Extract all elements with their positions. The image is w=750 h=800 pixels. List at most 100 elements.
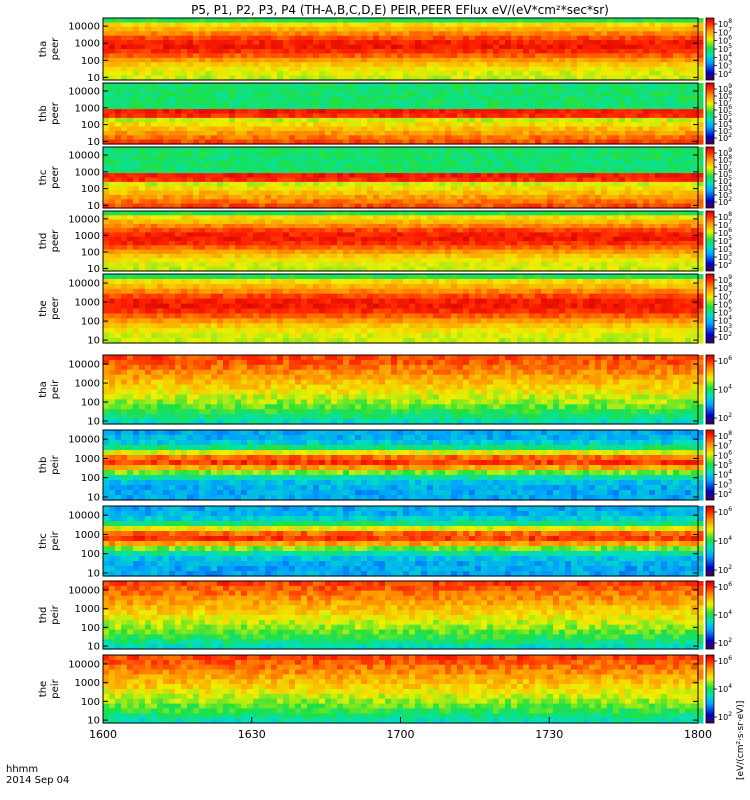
colorbar-tick-label: 108 <box>718 154 732 165</box>
panel-thb-peir: 10 100 1000 10000 thb peir 1081071061051041031… <box>38 429 732 504</box>
x-tick-label: 1630 <box>238 728 266 741</box>
panel-label-species: peer <box>50 296 61 320</box>
colorbar <box>705 505 715 577</box>
x-tick-label: 1700 <box>387 728 415 741</box>
panel-label-species: peir <box>50 530 61 550</box>
y-tick-label: 10 <box>87 716 100 727</box>
y-tick-label: 10 <box>87 336 100 347</box>
y-tick-label: 10000 <box>68 360 100 371</box>
colorbar-tick-label: 103 <box>718 60 732 71</box>
colorbar-tick-label: 102 <box>718 711 732 722</box>
colorbar-tick-label: 105 <box>718 43 732 54</box>
panel-label-species: peer <box>50 165 61 189</box>
colorbar-tick-label: 106 <box>718 449 732 460</box>
y-tick-label: 10000 <box>68 435 100 446</box>
colorbar-tick-label: 103 <box>718 125 732 136</box>
colorbar-tick-label: 102 <box>718 488 732 499</box>
colorbar-tick-label: 102 <box>718 68 732 79</box>
plot-frame <box>102 505 699 577</box>
colorbar-tick-label: 108 <box>718 18 732 29</box>
colorbar <box>705 273 715 344</box>
panel-label-probe: tha <box>38 41 49 57</box>
colorbar-tick-label: 103 <box>718 478 732 489</box>
panel-tha-peer: 10 100 1000 10000 tha peer 1081071061051041031… <box>38 17 732 84</box>
y-tick-label: 10000 <box>68 214 100 225</box>
colorbar-tick-label: 109 <box>718 147 732 158</box>
colorbar-unit-label: [eV/(cm²·s·sr·eV)] <box>736 701 746 780</box>
colorbar-tick-label: 104 <box>718 469 732 480</box>
spectrogram-image <box>103 18 704 81</box>
colorbar-tick-label: 104 <box>718 182 732 193</box>
y-tick-label: 10000 <box>68 22 100 33</box>
x-axis-label-date: 2014 Sep 04 <box>6 775 69 786</box>
y-tick-label: 1000 <box>75 604 100 615</box>
spectrogram-image <box>103 355 704 425</box>
panel-tha-peir: 10 100 1000 10000 tha peir 106 104 102 <box>38 354 732 428</box>
colorbar-tick-label: 107 <box>718 440 732 451</box>
panel-label-species: peir <box>50 379 61 399</box>
y-tick-label: 100 <box>81 549 100 560</box>
colorbar <box>705 210 715 272</box>
colorbar-tick-label: 102 <box>718 331 732 342</box>
colorbar-tick-label: 106 <box>718 655 732 666</box>
x-axis-label-hhmm: hhmm <box>6 764 38 775</box>
plot-frame <box>102 273 699 344</box>
y-tick-label: 10000 <box>68 87 100 98</box>
panel-label-species: peir <box>50 678 61 698</box>
spectrogram-image <box>103 430 704 501</box>
colorbar-tick-label: 102 <box>718 412 732 423</box>
panel-label-probe: thb <box>38 105 49 122</box>
y-tick-label: 10 <box>87 493 100 504</box>
colorbar <box>705 580 715 650</box>
y-tick-label: 10 <box>87 137 100 148</box>
panel-label-probe: thd <box>38 607 49 624</box>
colorbar <box>705 654 715 724</box>
figure-title: P5, P1, P2, P3, P4 (TH-A,B,C,D,E) PEIR,P… <box>191 3 609 17</box>
colorbar-tick-label: 103 <box>718 189 732 200</box>
y-tick-label: 100 <box>81 317 100 328</box>
colorbar-tick-label: 105 <box>718 459 732 470</box>
colorbar-tick-label: 108 <box>718 211 732 222</box>
panel-label-probe: thd <box>38 233 49 250</box>
colorbar-tick-label: 107 <box>718 219 732 230</box>
x-tick-label: 1600 <box>89 728 117 741</box>
colorbar <box>705 354 715 425</box>
colorbar-tick-label: 106 <box>718 581 732 592</box>
y-tick-label: 1000 <box>75 678 100 689</box>
panel-label-species: peir <box>50 604 61 624</box>
colorbar-tick-label: 109 <box>718 274 732 285</box>
spectrogram-image <box>103 83 704 145</box>
y-tick-label: 1000 <box>75 454 100 465</box>
colorbar-tick-label: 106 <box>718 298 732 309</box>
y-tick-label: 1000 <box>75 530 100 541</box>
colorbar-tick-label: 103 <box>718 251 732 262</box>
y-tick-label: 10 <box>87 642 100 653</box>
y-tick-label: 10000 <box>68 151 100 162</box>
plot-frame <box>102 580 699 650</box>
x-tick-label: 1800 <box>684 728 712 741</box>
colorbar-tick-label: 108 <box>718 430 732 441</box>
colorbar-tick-label: 104 <box>718 683 732 694</box>
spectrogram-image <box>103 506 704 577</box>
colorbar-tick-label: 108 <box>718 90 732 101</box>
panel-thd-peir: 10 100 1000 10000 thd peir 106 104 102 <box>38 580 732 653</box>
y-tick-label: 100 <box>81 398 100 409</box>
plot-frame <box>102 210 699 272</box>
x-axis: 1600 1630 1700 1730 1800 <box>89 717 712 741</box>
colorbar-tick-label: 108 <box>718 282 732 293</box>
y-tick-label: 1000 <box>75 103 100 114</box>
colorbar-tick-label: 102 <box>718 196 732 207</box>
colorbar-tick-label: 103 <box>718 323 732 334</box>
y-tick-label: 1000 <box>75 167 100 178</box>
colorbar-tick-label: 105 <box>718 175 732 186</box>
colorbar-tick-label: 107 <box>718 97 732 108</box>
plot-frame <box>102 17 699 81</box>
y-tick-label: 10 <box>87 73 100 84</box>
y-tick-label: 10000 <box>68 585 100 596</box>
x-tick-label: 1730 <box>535 728 563 741</box>
colorbar-tick-label: 104 <box>718 384 732 395</box>
spectrogram-image <box>103 581 704 650</box>
